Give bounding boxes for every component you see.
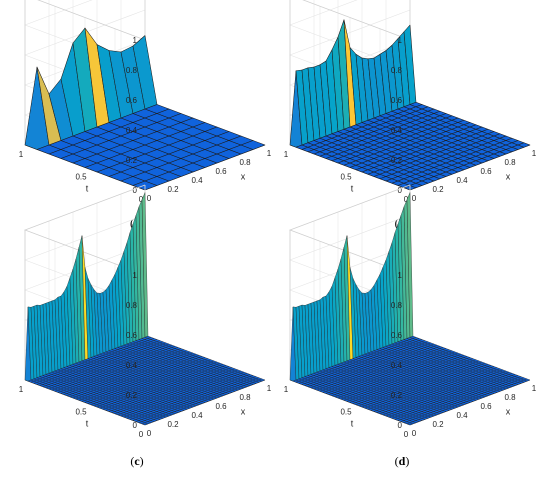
axis-box (302, 0, 411, 41)
x-tick-label: 0.2 (167, 420, 179, 429)
x-tick-label: 0.4 (456, 176, 468, 185)
t-tick-label: 1 (19, 385, 24, 394)
z-tick-label: 0 (133, 186, 138, 195)
x-tick-label: 0 (147, 194, 152, 203)
x-tick-label: 0 (412, 429, 417, 438)
surface-patch (240, 140, 266, 150)
z-tick-label: 0.8 (126, 66, 138, 75)
surface-plot-c: 0 0.2 0.4 0.6 0.8 1 0 0.2 0.4 0.6 0.8 1 1 0.5 0 x t (c) (19, 184, 272, 468)
z-tick-label: 0.8 (391, 66, 403, 75)
x-tick-label: 0.8 (239, 158, 251, 167)
t-tick-label: 0.5 (75, 173, 87, 182)
z-tick-label: 0 (133, 421, 138, 430)
t-tick-label: 0.5 (340, 408, 352, 417)
surface (24, 192, 266, 426)
x-tick-label: 0.6 (480, 402, 492, 411)
x-tick-label: 0.4 (456, 411, 468, 420)
x-tick-label: 0 (147, 429, 152, 438)
x-tick-label: 1 (267, 384, 272, 393)
t-axis-label: t (351, 184, 354, 194)
t-tick-label: 1 (284, 150, 289, 159)
x-axis-label: x (241, 406, 246, 416)
surface-plot-d: 0 0.2 0.4 0.6 0.8 1 0 0.2 0.4 0.6 0.8 1 1 0.5 0 x t (d) (284, 184, 537, 468)
z-tick-label: 0.2 (391, 391, 403, 400)
z-tick-label: 0.6 (391, 331, 403, 340)
x-tick-label: 0.6 (215, 402, 227, 411)
t-tick-label: 0 (404, 430, 409, 439)
x-axis-label: x (241, 171, 246, 181)
x-tick-label: 0.2 (432, 420, 444, 429)
t-tick-label: 1 (19, 150, 24, 159)
z-tick-label: 0.4 (391, 126, 403, 135)
surface-patch (258, 378, 266, 382)
x-tick-label: 0.2 (167, 185, 179, 194)
surface-patch (523, 378, 531, 382)
z-tick-label: 0.4 (126, 126, 138, 135)
z-tick-label: 0.2 (126, 391, 138, 400)
x-tick-label: 0.4 (191, 411, 203, 420)
z-tick-label: 0.6 (391, 96, 403, 105)
x-tick-label: 1 (267, 149, 272, 158)
x-tick-label: 1 (532, 384, 537, 393)
x-tick-label: 0.8 (504, 158, 516, 167)
tick-labels: 0 0.2 0.4 0.6 0.8 1 0 0.2 0.4 0.6 0.8 1 1 0.5 0 (284, 271, 537, 439)
t-tick-label: 0.5 (340, 173, 352, 182)
x-tick-label: 1 (532, 149, 537, 158)
z-tick-label: 1 (398, 271, 403, 280)
t-axis-label: t (86, 419, 89, 429)
z-tick-label: 1 (133, 271, 138, 280)
t-axis-label: t (351, 419, 354, 429)
x-tick-label: 0 (412, 194, 417, 203)
z-tick-label: 1 (398, 36, 403, 45)
z-tick-label: 0 (398, 186, 403, 195)
t-tick-label: 1 (284, 385, 289, 394)
t-tick-label: 0 (139, 430, 144, 439)
axis-box (37, 0, 146, 41)
surface-patch (517, 142, 531, 148)
x-tick-label: 0.4 (191, 176, 203, 185)
t-axis-label: t (86, 184, 89, 194)
t-tick-label: 0 (139, 195, 144, 204)
z-tick-label: 0.6 (126, 331, 138, 340)
z-tick-label: 0.8 (391, 301, 403, 310)
z-tick-label: 0.8 (126, 301, 138, 310)
panel-caption: (d) (395, 454, 410, 468)
z-tick-label: 0 (398, 421, 403, 430)
z-tick-label: 1 (133, 36, 138, 45)
t-tick-label: 0 (404, 195, 409, 204)
t-tick-label: 0.5 (75, 408, 87, 417)
x-tick-label: 0.8 (239, 393, 251, 402)
surface (289, 192, 531, 426)
z-tick-label: 0.4 (391, 361, 403, 370)
x-axis-label: x (506, 406, 511, 416)
x-tick-label: 0.8 (504, 393, 516, 402)
z-tick-label: 0.2 (391, 156, 403, 165)
z-tick-label: 0.4 (126, 361, 138, 370)
surface (289, 19, 531, 191)
z-tick-label: 0.2 (126, 156, 138, 165)
panel-caption: (c) (130, 454, 143, 468)
z-tick-label: 0.6 (126, 96, 138, 105)
tick-labels: 0 0.2 0.4 0.6 0.8 1 0 0.2 0.4 0.6 0.8 1 1 0.5 0 (19, 271, 272, 439)
x-tick-label: 0.6 (215, 167, 227, 176)
x-axis-label: x (506, 171, 511, 181)
tick-labels: 0 0.2 0.4 0.6 0.8 1 0 0.2 0.4 0.6 0.8 1 1 0.5 0 (19, 36, 272, 204)
tick-labels: 0 0.2 0.4 0.6 0.8 1 0 0.2 0.4 0.6 0.8 1 1 0.5 0 (284, 36, 537, 204)
x-tick-label: 0.6 (480, 167, 492, 176)
x-tick-label: 0.2 (432, 185, 444, 194)
surface (24, 27, 266, 191)
